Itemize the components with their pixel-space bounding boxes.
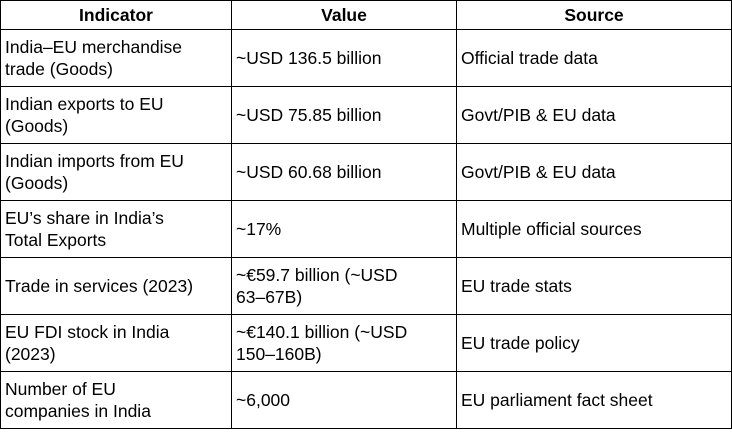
- table-row: Indian imports from EU (Goods) ~USD 60.6…: [0, 143, 732, 201]
- indicator-cell: Number of EU companies in India: [0, 371, 232, 429]
- value-cell: ~USD 136.5 billion: [231, 29, 457, 87]
- header-value: Value: [231, 0, 457, 30]
- source-cell: Multiple official sources: [456, 200, 732, 258]
- table-row: Trade in services (2023) ~€59.7 billion …: [0, 257, 732, 315]
- source-cell: EU trade stats: [456, 257, 732, 315]
- value-cell: ~17%: [231, 200, 457, 258]
- source-cell: Govt/PIB & EU data: [456, 86, 732, 144]
- indicator-cell: EU FDI stock in India (2023): [0, 314, 232, 372]
- source-cell: Govt/PIB & EU data: [456, 143, 732, 201]
- indicator-cell: Indian imports from EU (Goods): [0, 143, 232, 201]
- source-cell: EU parliament fact sheet: [456, 371, 732, 429]
- value-cell: ~€140.1 billion (~USD 150–160B): [231, 314, 457, 372]
- value-cell: ~6,000: [231, 371, 457, 429]
- indicator-cell: India–EU merchandise trade (Goods): [0, 29, 232, 87]
- header-indicator: Indicator: [0, 0, 232, 30]
- table-row: Number of EU companies in India ~6,000 E…: [0, 371, 732, 429]
- table-header-row: Indicator Value Source: [0, 0, 732, 30]
- source-cell: Official trade data: [456, 29, 732, 87]
- table-row: EU FDI stock in India (2023) ~€140.1 bil…: [0, 314, 732, 372]
- table-row: EU’s share in India’s Total Exports ~17%…: [0, 200, 732, 258]
- table-row: India–EU merchandise trade (Goods) ~USD …: [0, 29, 732, 87]
- value-cell: ~€59.7 billion (~USD 63–67B): [231, 257, 457, 315]
- value-cell: ~USD 75.85 billion: [231, 86, 457, 144]
- header-source: Source: [456, 0, 732, 30]
- indicator-cell: EU’s share in India’s Total Exports: [0, 200, 232, 258]
- indicator-cell: Indian exports to EU (Goods): [0, 86, 232, 144]
- source-cell: EU trade policy: [456, 314, 732, 372]
- value-cell: ~USD 60.68 billion: [231, 143, 457, 201]
- table-row: Indian exports to EU (Goods) ~USD 75.85 …: [0, 86, 732, 144]
- indicator-cell: Trade in services (2023): [0, 257, 232, 315]
